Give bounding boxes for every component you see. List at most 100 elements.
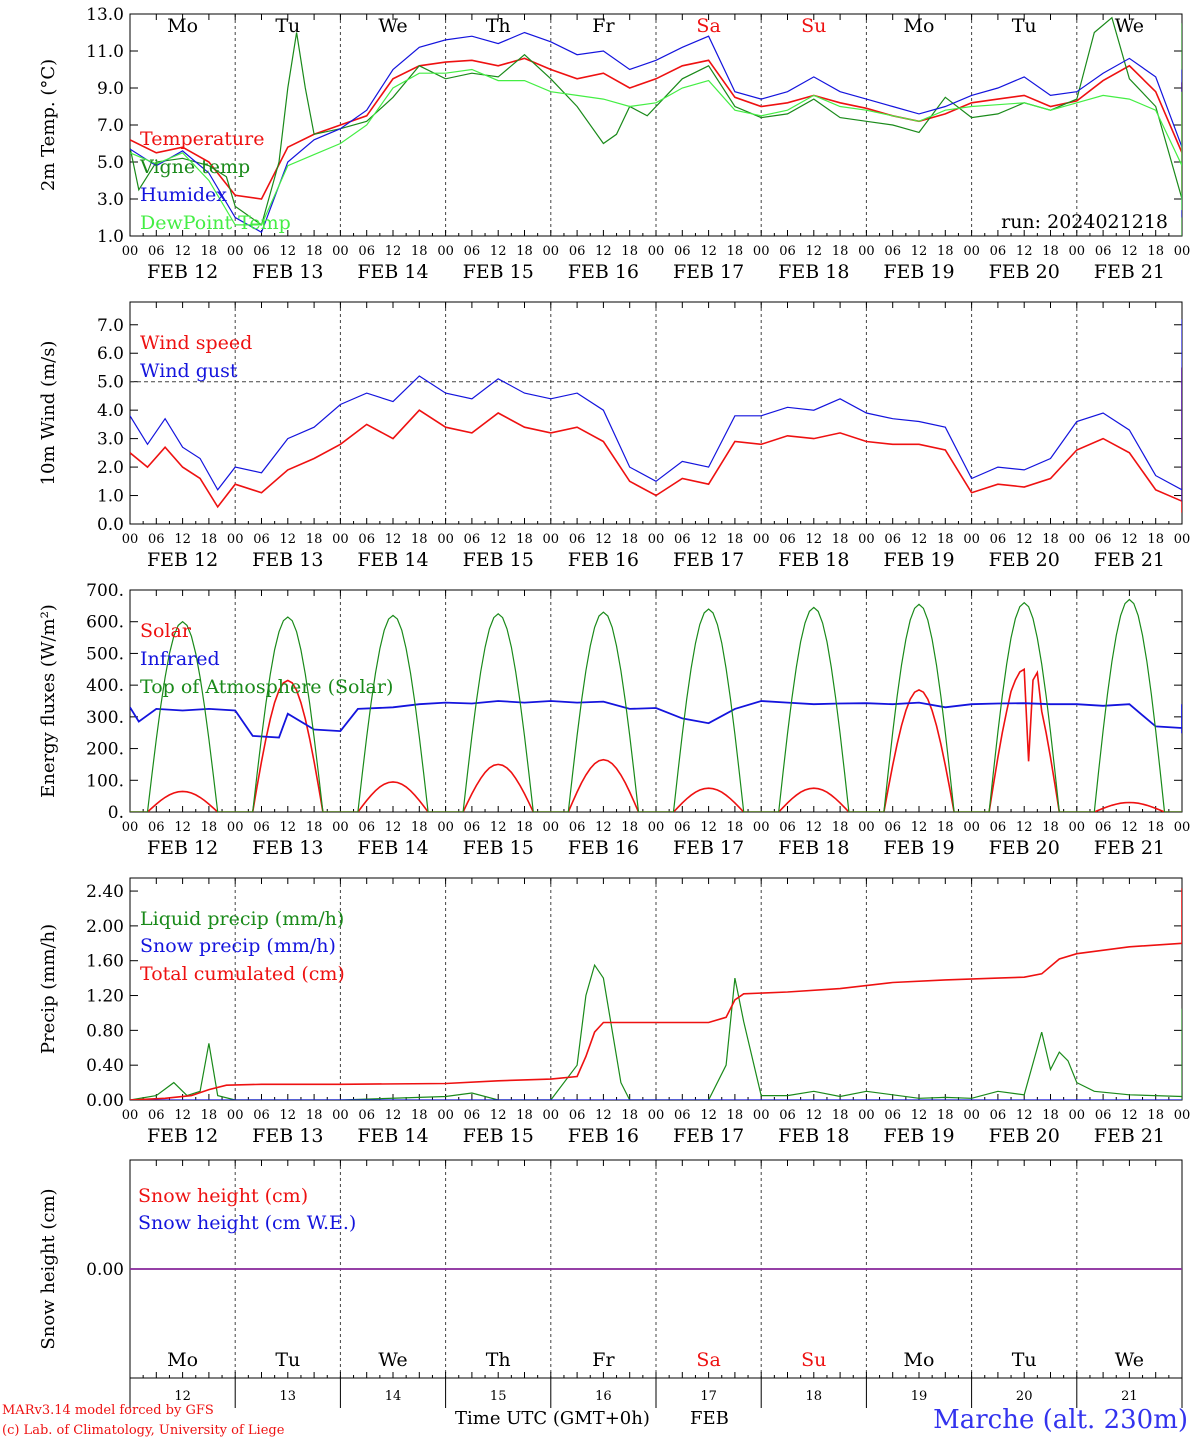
- x-tick-label: 12: [806, 244, 823, 259]
- date-label: FEB 19: [883, 261, 954, 283]
- date-label: FEB 18: [778, 261, 849, 283]
- y-tick-label: 700.: [86, 581, 124, 601]
- x-tick-label: 06: [358, 820, 375, 835]
- y-tick-label: 7.0: [97, 116, 124, 136]
- x-tick-label: 06: [358, 532, 375, 547]
- y-tick-label: 0.0: [97, 515, 124, 535]
- x-tick-label: 06: [1095, 820, 1112, 835]
- x-tick-label: 18: [832, 244, 849, 259]
- x-tick-label: 12: [806, 820, 823, 835]
- day-number-label: 18: [806, 1389, 823, 1404]
- y-tick-label: 2.0: [97, 458, 124, 478]
- x-tick-label: 00: [437, 820, 454, 835]
- x-tick-label: 06: [148, 244, 165, 259]
- x-tick-label: 06: [569, 532, 586, 547]
- x-tick-label: 12: [595, 1108, 612, 1123]
- x-tick-label: 06: [674, 244, 691, 259]
- y-axis-label: Precip (mm/h): [38, 924, 59, 1054]
- x-tick-label: 18: [937, 532, 954, 547]
- x-tick-label: 00: [1174, 532, 1191, 547]
- x-tick-label: 12: [174, 244, 191, 259]
- x-tick-label: 00: [543, 1108, 560, 1123]
- x-tick-label: 18: [201, 532, 218, 547]
- day-number-label: 21: [1121, 1389, 1138, 1404]
- x-tick-label: 12: [595, 244, 612, 259]
- x-tick-label: 00: [858, 820, 875, 835]
- date-label: FEB 20: [989, 837, 1060, 859]
- x-tick-label: 06: [990, 820, 1007, 835]
- y-axis-label: 10m Wind (m/s): [38, 341, 59, 486]
- x-tick-label: 06: [569, 1108, 586, 1123]
- date-label: FEB 21: [1094, 261, 1165, 283]
- x-tick-label: 18: [306, 1108, 323, 1123]
- date-label: FEB 15: [463, 1125, 534, 1147]
- x-tick-label: 12: [911, 532, 928, 547]
- weekday-label-bottom: Su: [801, 1349, 826, 1371]
- y-tick-label: 3.0: [97, 430, 124, 450]
- date-label: FEB 17: [673, 1125, 744, 1147]
- x-tick-label: 18: [727, 244, 744, 259]
- x-tick-label: 00: [122, 1108, 139, 1123]
- y-axis-label: Snow height (cm): [38, 1188, 59, 1349]
- date-label: FEB 20: [989, 549, 1060, 571]
- y-tick-label: 5.0: [97, 373, 124, 393]
- legend-label: Solar: [140, 620, 192, 642]
- x-tick-label: 06: [148, 820, 165, 835]
- x-tick-label: 00: [858, 1108, 875, 1123]
- x-tick-label: 12: [280, 820, 297, 835]
- x-tick-label: 00: [1069, 820, 1086, 835]
- x-tick-label: 18: [621, 820, 638, 835]
- x-tick-label: 12: [806, 1108, 823, 1123]
- x-tick-label: 12: [280, 244, 297, 259]
- x-tick-label: 00: [858, 244, 875, 259]
- y-tick-label: 0.80: [86, 1021, 124, 1041]
- x-tick-label: 00: [437, 532, 454, 547]
- date-label: FEB 12: [147, 261, 218, 283]
- panel-2: 00 06 12 18 00 06 12 18 00 06 12 18 00 06 12 18 00 06 12 18…: [38, 301, 1191, 571]
- x-tick-label: 18: [411, 244, 428, 259]
- y-tick-label: 5.0: [97, 153, 124, 173]
- x-tick-label: 00: [963, 1108, 980, 1123]
- y-tick-label: 300.: [86, 708, 124, 728]
- date-label: FEB 19: [883, 837, 954, 859]
- x-tick-label: 06: [253, 1108, 270, 1123]
- x-tick-label: 00: [332, 244, 349, 259]
- day-number-label: 14: [385, 1389, 402, 1404]
- y-tick-label: 9.0: [97, 79, 124, 99]
- x-tick-label: 18: [832, 532, 849, 547]
- y-tick-label: 6.0: [97, 344, 124, 364]
- legend-label: Snow precip (mm/h): [140, 935, 336, 957]
- date-label: FEB 14: [357, 261, 428, 283]
- x-tick-label: 12: [174, 820, 191, 835]
- series-line-1: [130, 963, 1182, 1100]
- x-tick-label: 00: [1174, 820, 1191, 835]
- x-tick-label: 06: [358, 244, 375, 259]
- panels: 00 06 12 18 00 06 12 18 00 06 12 18 00 06 12 18 00 06 12 18…: [38, 5, 1190, 1408]
- legend-label: Snow height (cm W.E.): [138, 1212, 356, 1234]
- x-tick-label: 18: [411, 1108, 428, 1123]
- day-number-label: 13: [280, 1389, 297, 1404]
- legend-label: Total cumulated (cm): [140, 963, 345, 985]
- y-tick-label: 400.: [86, 676, 124, 696]
- x-tick-label: 00: [332, 532, 349, 547]
- y-tick-label: 3.0: [97, 190, 124, 210]
- date-label: FEB 14: [357, 837, 428, 859]
- x-tick-label: 12: [1016, 244, 1033, 259]
- x-tick-label: 00: [122, 532, 139, 547]
- x-tick-label: 00: [1069, 532, 1086, 547]
- x-tick-label: 18: [621, 1108, 638, 1123]
- weekday-label: Sa: [696, 15, 720, 37]
- x-tick-label: 18: [306, 244, 323, 259]
- x-tick-label: 00: [227, 1108, 244, 1123]
- x-tick-label: 00: [648, 820, 665, 835]
- weekday-label-bottom: Mo: [167, 1349, 198, 1371]
- weekday-label-bottom: Th: [486, 1349, 511, 1371]
- date-label: FEB 15: [463, 837, 534, 859]
- weekday-label: Mo: [167, 15, 198, 37]
- x-tick-label: 12: [911, 820, 928, 835]
- x-tick-label: 12: [806, 532, 823, 547]
- legend-label: Liquid precip (mm/h): [140, 908, 344, 930]
- x-tick-label: 06: [779, 820, 796, 835]
- day-number-label: 19: [911, 1389, 928, 1404]
- x-tick-label: 00: [858, 532, 875, 547]
